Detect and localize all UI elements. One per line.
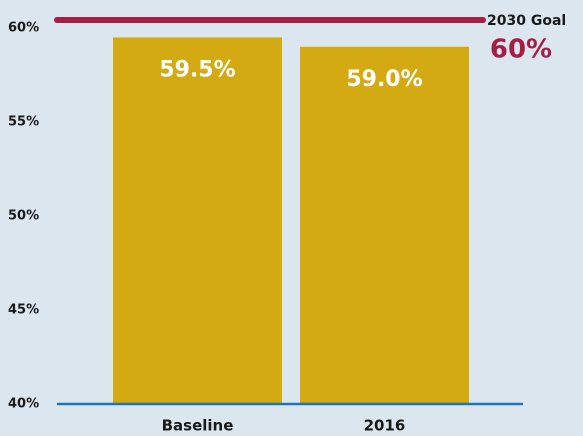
bar (113, 37, 282, 405)
x-tick-label: Baseline (162, 417, 234, 435)
x-tick-label: 2016 (364, 417, 406, 435)
goal-value: 60% (490, 35, 552, 65)
bar (300, 46, 469, 405)
goal-label: 2030 Goal (487, 13, 566, 29)
y-tick-label: 45% (8, 303, 39, 318)
value-label: 59.0% (346, 67, 422, 92)
y-tick-label: 55% (8, 115, 39, 130)
y-tick-label: 60% (8, 21, 39, 36)
y-tick-label: 50% (8, 209, 39, 224)
y-tick-label: 40% (8, 397, 39, 412)
value-label: 59.5% (159, 57, 235, 82)
